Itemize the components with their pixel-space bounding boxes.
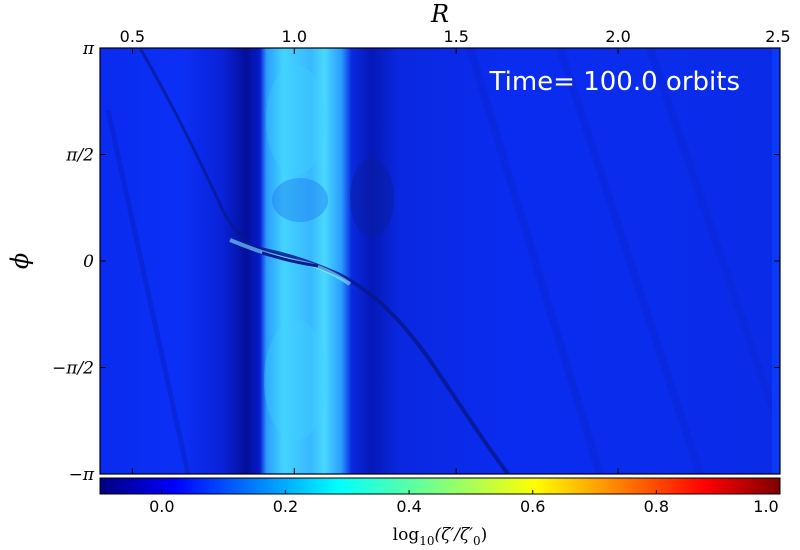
colorbar: [99, 477, 781, 495]
colorbar-tick-label: 0.6: [520, 497, 545, 516]
x-tick-label: 0.5: [120, 27, 145, 46]
x-tick-label: 2.5: [765, 27, 790, 46]
colorbar-ticks: 0.0 0.2 0.4 0.6 0.8 1.0: [149, 490, 781, 516]
colorbar-tick-label: 0.4: [396, 497, 421, 516]
colorbar-tick-label: 0.8: [644, 497, 669, 516]
faint-arm-3: [646, 48, 780, 432]
y-tick-label: −π/2: [52, 359, 94, 379]
time-annotation: Time= 100.0 orbits: [489, 67, 740, 97]
faint-arm-4: [105, 109, 191, 474]
y-tick-label: −π: [69, 465, 95, 485]
colorbar-label: log10(ζ′/ζ′0): [393, 525, 488, 548]
ring-pinch-center: [272, 178, 328, 222]
x-axis-label: R: [430, 0, 449, 28]
colorbar-tick-label: 0.0: [149, 497, 174, 516]
colorbar-tick-label: 0.2: [273, 497, 298, 516]
y-tick-label: π/2: [65, 145, 94, 165]
planet-wake-dark: [261, 251, 319, 268]
vortex-dark: [350, 158, 394, 238]
ring-bright-bottom: [264, 320, 328, 440]
heatmap-field: [100, 48, 780, 474]
faint-arm-2: [556, 48, 704, 474]
x-axis-ticks: 0.5 1.0 1.5 2.0 2.5: [120, 27, 791, 474]
y-tick-label: π: [82, 39, 95, 59]
faint-arm-1: [466, 48, 604, 474]
x-tick-label: 1.0: [282, 27, 307, 46]
y-axis-ticks: π π/2 0 −π/2 −π: [52, 39, 780, 485]
x-tick-label: 2.0: [605, 27, 630, 46]
y-axis-label: ϕ: [6, 253, 34, 269]
ring-bright-top: [266, 65, 326, 175]
y-tick-label: 0: [83, 252, 94, 272]
inner-spiral-arm: [138, 48, 261, 254]
heatmap-plot-area: [100, 48, 780, 474]
x-tick-label: 1.5: [443, 27, 468, 46]
colorbar-tick-label: 1.0: [753, 497, 778, 516]
